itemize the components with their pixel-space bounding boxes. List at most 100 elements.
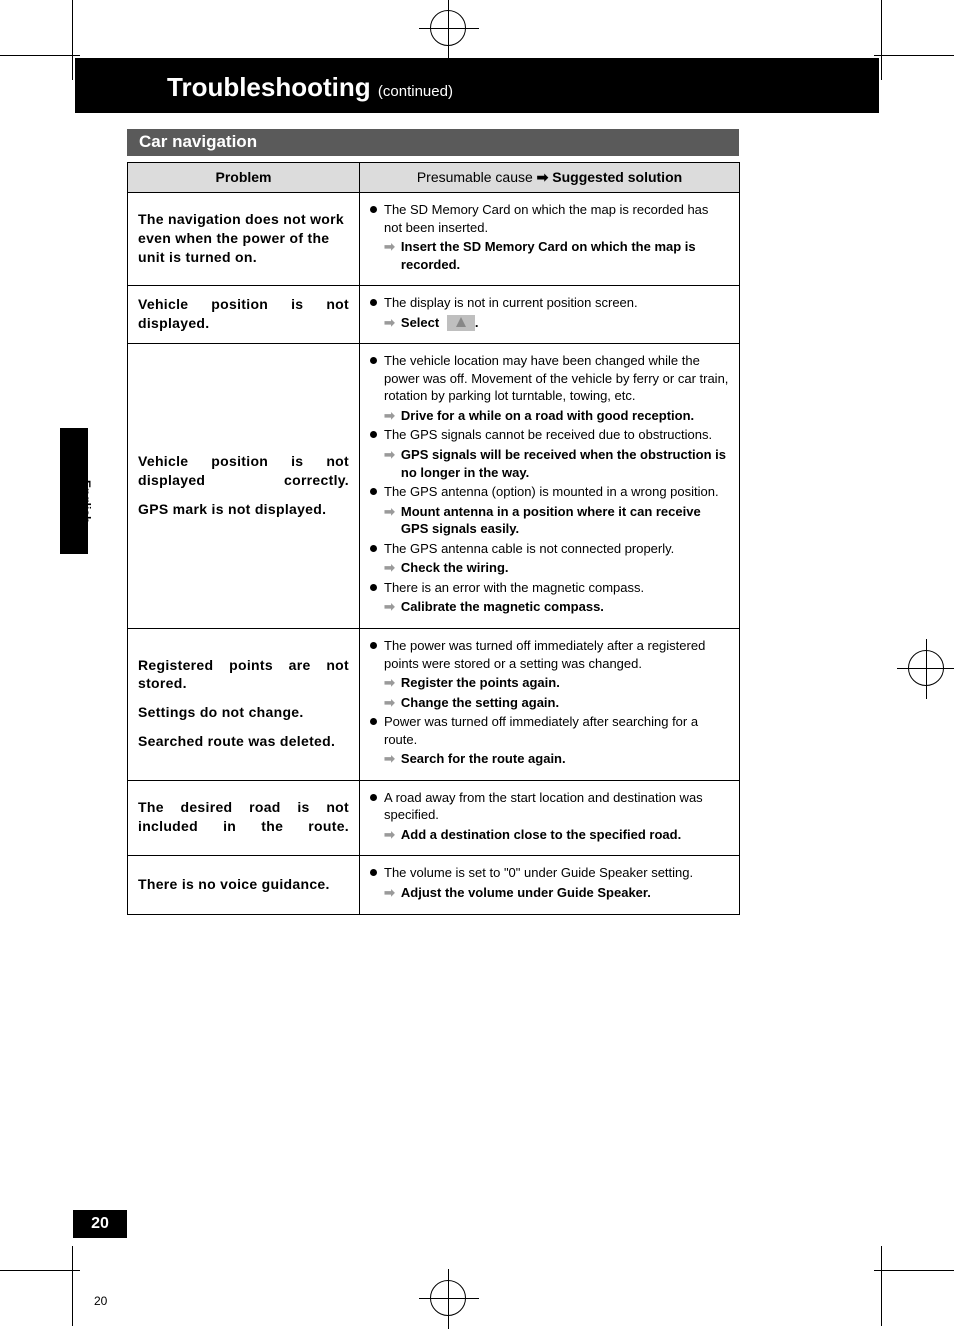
cause-item: The GPS antenna (option) is mounted in a… (370, 483, 729, 538)
cause-item: There is an error with the magnetic comp… (370, 579, 729, 616)
cause-item: The SD Memory Card on which the map is r… (370, 201, 729, 273)
arrow-icon: ➡ (384, 503, 395, 521)
cause-item: The GPS signals cannot be received due t… (370, 426, 729, 481)
crop-page-number: 20 (94, 1294, 107, 1308)
cause-item: The display is not in current position s… (370, 294, 729, 331)
cause-list: The display is not in current position s… (370, 294, 729, 331)
problem-text: Settings do not change. (138, 703, 349, 722)
cause-text: The GPS antenna cable is not connected p… (384, 540, 729, 558)
problem-cell: The navigation does not work even when t… (128, 193, 360, 286)
cause-item: The vehicle location may have been chang… (370, 352, 729, 424)
cause-list: The volume is set to "0" under Guide Spe… (370, 864, 729, 901)
cause-cell: The vehicle location may have been chang… (360, 344, 740, 629)
problem-cell: Vehicle position is not displayed. (128, 286, 360, 344)
solution-text: Check the wiring. (401, 559, 509, 577)
registration-mark-top (430, 10, 466, 46)
page-title-continued: (continued) (378, 83, 453, 100)
table-row: Vehicle position is not displayed correc… (128, 344, 740, 629)
cause-list: A road away from the start location and … (370, 789, 729, 844)
solution-text: Adjust the volume under Guide Speaker. (401, 884, 651, 902)
solution-text: Insert the SD Memory Card on which the m… (401, 238, 729, 273)
problem-text: There is no voice guidance. (138, 875, 349, 894)
cause-cell: A road away from the start location and … (360, 780, 740, 856)
solution-line: ➡Insert the SD Memory Card on which the … (384, 238, 729, 273)
cause-cell: The power was turned off immediately aft… (360, 628, 740, 780)
solution-text: Register the points again. (401, 674, 560, 692)
cause-text: The GPS antenna (option) is mounted in a… (384, 483, 729, 501)
cause-item: The power was turned off immediately aft… (370, 637, 729, 711)
table-row: There is no voice guidance. The volume is… (128, 856, 740, 914)
cause-text: A road away from the start location and … (384, 789, 729, 824)
cause-item: Power was turned off immediately after s… (370, 713, 729, 768)
th-cause: Presumable cause ➡ Suggested solution (360, 163, 740, 193)
th-problem: Problem (128, 163, 360, 193)
th-cause-suffix: Suggested solution (552, 169, 682, 185)
solution-text: Drive for a while on a road with good re… (401, 407, 694, 425)
problem-text: Vehicle position is not displayed. (138, 295, 349, 333)
th-arrow-icon: ➡ (537, 169, 549, 185)
cause-text: The power was turned off immediately aft… (384, 637, 729, 672)
cause-text: The volume is set to "0" under Guide Spe… (384, 864, 729, 882)
arrow-icon: ➡ (384, 826, 395, 844)
problem-text: Searched route was deleted. (138, 732, 349, 751)
solution-line: ➡ Change the setting again. (384, 694, 729, 712)
solution-line: ➡ Adjust the volume under Guide Speaker. (384, 884, 729, 902)
cause-text: Power was turned off immediately after s… (384, 713, 729, 748)
arrow-icon: ➡ (384, 407, 395, 425)
registration-mark-right (908, 650, 944, 686)
cause-list: The SD Memory Card on which the map is r… (370, 201, 729, 273)
section-heading: Car navigation (127, 129, 739, 156)
arrow-icon: ➡ (384, 674, 395, 692)
problem-cell: Registered points are not stored. Setting… (128, 628, 360, 780)
side-language: English (79, 480, 93, 523)
solution-text: Select . (401, 314, 479, 332)
cause-cell: The display is not in current position s… (360, 286, 740, 344)
cause-cell: The SD Memory Card on which the map is r… (360, 193, 740, 286)
table-row: The desired road is not included in the … (128, 780, 740, 856)
solution-line: ➡ Drive for a while on a road with good r… (384, 407, 729, 425)
cause-cell: The volume is set to "0" under Guide Spe… (360, 856, 740, 914)
problem-text: The desired road is not included in the … (138, 798, 349, 836)
problem-text: The navigation does not work even when t… (138, 210, 349, 267)
cause-list: The power was turned off immediately aft… (370, 637, 729, 768)
arrow-icon: ➡ (384, 314, 395, 332)
table-row: Vehicle position is not displayed. The di… (128, 286, 740, 344)
solution-line: ➡Calibrate the magnetic compass. (384, 598, 729, 616)
page-title-bar: Troubleshooting (continued) (75, 58, 879, 113)
current-position-icon (447, 315, 475, 331)
solution-text: Search for the route again. (401, 750, 566, 768)
problem-text: Vehicle position is not displayed correc… (138, 452, 349, 490)
solution-line: ➡GPS signals will be received when the o… (384, 446, 729, 481)
solution-line: ➡Search for the route again. (384, 750, 729, 768)
solution-text: GPS signals will be received when the ob… (401, 446, 729, 481)
page-title: Troubleshooting (167, 72, 371, 102)
page-number-tab: 20 (73, 1210, 127, 1238)
cause-text: The GPS signals cannot be received due t… (384, 426, 729, 444)
table-row: Registered points are not stored. Setting… (128, 628, 740, 780)
solution-text: Change the setting again. (401, 694, 559, 712)
registration-mark-bottom (430, 1280, 466, 1316)
th-cause-prefix: Presumable cause (417, 169, 533, 185)
arrow-icon: ➡ (384, 598, 395, 616)
cause-item: A road away from the start location and … (370, 789, 729, 844)
solution-line: ➡ Mount antenna in a position where it ca… (384, 503, 729, 538)
cause-text: There is an error with the magnetic comp… (384, 579, 729, 597)
problem-cell: Vehicle position is not displayed correc… (128, 344, 360, 629)
solution-text: Add a destination close to the specified… (401, 826, 681, 844)
arrow-icon: ➡ (384, 884, 395, 902)
cause-item: The GPS antenna cable is not connected p… (370, 540, 729, 577)
solution-line: ➡ Register the points again. (384, 674, 729, 692)
arrow-icon: ➡ (384, 694, 395, 712)
troubleshooting-table: Problem Presumable cause ➡ Suggested sol… (127, 162, 740, 915)
troubleshooting-table-body: The navigation does not work even when t… (128, 193, 740, 915)
cause-list: The vehicle location may have been chang… (370, 352, 729, 616)
solution-line: ➡ Select . (384, 314, 729, 332)
problem-cell: There is no voice guidance. (128, 856, 360, 914)
arrow-icon: ➡ (384, 559, 395, 577)
cause-item: The volume is set to "0" under Guide Spe… (370, 864, 729, 901)
cause-text: The display is not in current position s… (384, 294, 729, 312)
solution-text: Mount antenna in a position where it can… (401, 503, 729, 538)
page-content: English Troubleshooting (continued) Car … (75, 58, 879, 1238)
problem-text: GPS mark is not displayed. (138, 500, 349, 519)
problem-text: Registered points are not stored. (138, 656, 349, 694)
